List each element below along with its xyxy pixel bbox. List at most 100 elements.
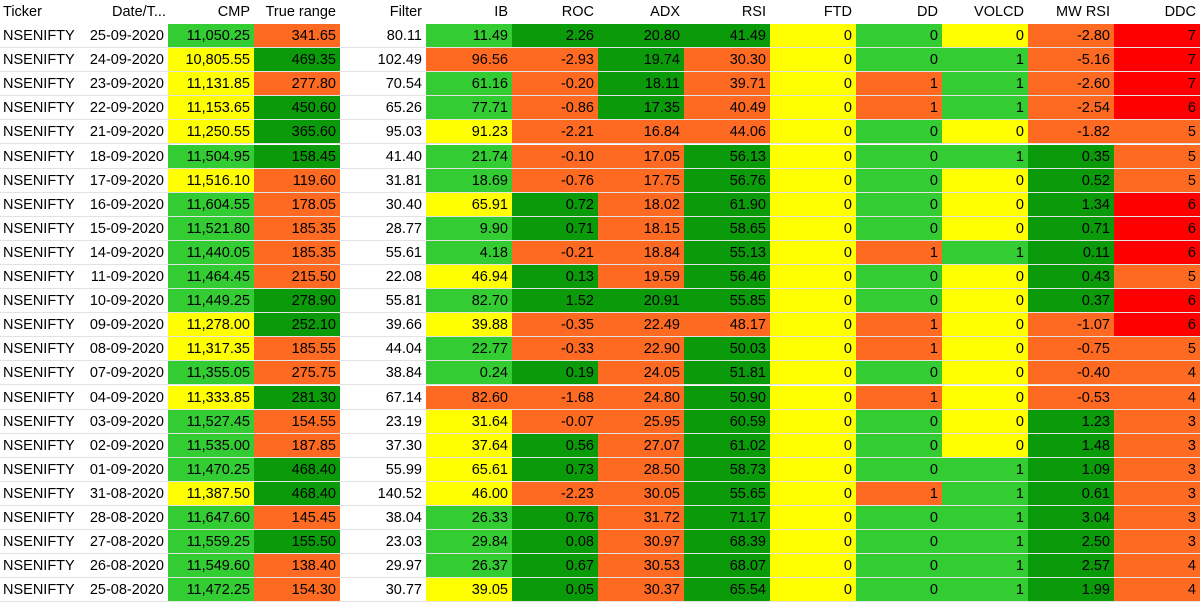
- cell-ftd[interactable]: 0: [770, 506, 856, 530]
- cell-rsi[interactable]: 58.73: [684, 457, 770, 482]
- cell-ddc[interactable]: 7: [1114, 24, 1200, 48]
- cell-rsi[interactable]: 56.13: [684, 144, 770, 169]
- table-row[interactable]: NSENIFTY 21-09-2020 11,250.55 365.60 95.03 91…: [0, 120, 1200, 145]
- cell-adx[interactable]: 27.07: [598, 433, 684, 458]
- cell-ticker[interactable]: NSENIFTY: [0, 144, 80, 169]
- cell-ddc[interactable]: 5: [1114, 120, 1200, 145]
- cell-rsi[interactable]: 68.07: [684, 554, 770, 579]
- cell-cmp[interactable]: 11,504.95: [168, 144, 254, 169]
- cell-mw-rsi[interactable]: -0.53: [1028, 385, 1114, 410]
- cell-ticker[interactable]: NSENIFTY: [0, 337, 80, 362]
- cell-adx[interactable]: 18.11: [598, 72, 684, 97]
- cell-rsi[interactable]: 65.54: [684, 578, 770, 603]
- table-row[interactable]: NSENIFTY 14-09-2020 11,440.05 185.35 55.61 4.…: [0, 240, 1200, 265]
- cell-rsi[interactable]: 55.13: [684, 240, 770, 265]
- cell-ftd[interactable]: 0: [770, 481, 856, 506]
- cell-volcd[interactable]: 1: [942, 240, 1028, 265]
- cell-date[interactable]: 18-09-2020: [80, 144, 168, 169]
- table-row[interactable]: NSENIFTY 09-09-2020 11,278.00 252.10 39.66 39…: [0, 313, 1200, 338]
- cell-ib[interactable]: 65.91: [426, 192, 512, 217]
- cell-ib[interactable]: 61.16: [426, 72, 512, 97]
- cell-filter[interactable]: 55.81: [340, 289, 426, 314]
- cell-roc[interactable]: 1.52: [512, 289, 598, 314]
- cell-ticker[interactable]: NSENIFTY: [0, 120, 80, 145]
- cell-ddc[interactable]: 5: [1114, 265, 1200, 289]
- cell-ftd[interactable]: 0: [770, 96, 856, 121]
- cell-ib[interactable]: 26.33: [426, 506, 512, 530]
- cell-filter[interactable]: 23.03: [340, 530, 426, 555]
- cell-cmp[interactable]: 11,527.45: [168, 409, 254, 434]
- cell-ticker[interactable]: NSENIFTY: [0, 48, 80, 73]
- cell-adx[interactable]: 17.05: [598, 144, 684, 169]
- cell-ticker[interactable]: NSENIFTY: [0, 24, 80, 48]
- cell-adx[interactable]: 18.15: [598, 216, 684, 241]
- cell-rsi[interactable]: 56.46: [684, 265, 770, 289]
- cell-roc[interactable]: 0.76: [512, 506, 598, 530]
- cell-true-range[interactable]: 158.45: [254, 144, 340, 169]
- cell-date[interactable]: 10-09-2020: [80, 289, 168, 314]
- cell-dd[interactable]: 0: [856, 24, 942, 48]
- cell-filter[interactable]: 23.19: [340, 409, 426, 434]
- cell-true-range[interactable]: 145.45: [254, 506, 340, 530]
- cell-rsi[interactable]: 41.49: [684, 24, 770, 48]
- cell-ib[interactable]: 77.71: [426, 96, 512, 121]
- cell-ddc[interactable]: 5: [1114, 337, 1200, 362]
- table-row[interactable]: NSENIFTY 17-09-2020 11,516.10 119.60 31.81 18…: [0, 168, 1200, 193]
- cell-ftd[interactable]: 0: [770, 409, 856, 434]
- cell-ib[interactable]: 65.61: [426, 457, 512, 482]
- cell-mw-rsi[interactable]: 0.71: [1028, 216, 1114, 241]
- cell-ticker[interactable]: NSENIFTY: [0, 506, 80, 530]
- cell-true-range[interactable]: 187.85: [254, 433, 340, 458]
- cell-cmp[interactable]: 11,131.85: [168, 72, 254, 97]
- cell-ticker[interactable]: NSENIFTY: [0, 289, 80, 314]
- cell-true-range[interactable]: 278.90: [254, 289, 340, 314]
- cell-volcd[interactable]: 1: [942, 506, 1028, 530]
- cell-date[interactable]: 16-09-2020: [80, 192, 168, 217]
- cell-volcd[interactable]: 0: [942, 24, 1028, 48]
- cell-dd[interactable]: 0: [856, 265, 942, 289]
- cell-ticker[interactable]: NSENIFTY: [0, 433, 80, 458]
- cell-volcd[interactable]: 0: [942, 216, 1028, 241]
- cell-date[interactable]: 07-09-2020: [80, 361, 168, 386]
- cell-rsi[interactable]: 56.76: [684, 168, 770, 193]
- cell-ib[interactable]: 82.70: [426, 289, 512, 314]
- cell-adx[interactable]: 22.49: [598, 313, 684, 338]
- table-row[interactable]: NSENIFTY 07-09-2020 11,355.05 275.75 38.84 0.…: [0, 361, 1200, 386]
- cell-mw-rsi[interactable]: -2.60: [1028, 72, 1114, 97]
- cell-cmp[interactable]: 11,549.60: [168, 554, 254, 579]
- cell-volcd[interactable]: 0: [942, 313, 1028, 338]
- cell-ticker[interactable]: NSENIFTY: [0, 72, 80, 97]
- cell-dd[interactable]: 0: [856, 506, 942, 530]
- cell-adx[interactable]: 19.59: [598, 265, 684, 289]
- cell-roc[interactable]: 0.05: [512, 578, 598, 603]
- cell-ddc[interactable]: 4: [1114, 554, 1200, 579]
- cell-ftd[interactable]: 0: [770, 192, 856, 217]
- cell-mw-rsi[interactable]: -1.82: [1028, 120, 1114, 145]
- table-row[interactable]: NSENIFTY 04-09-2020 11,333.85 281.30 67.14 82…: [0, 385, 1200, 410]
- table-row[interactable]: NSENIFTY 26-08-2020 11,549.60 138.40 29.97 26…: [0, 554, 1200, 579]
- cell-true-range[interactable]: 185.35: [254, 240, 340, 265]
- cell-date[interactable]: 08-09-2020: [80, 337, 168, 362]
- cell-filter[interactable]: 37.30: [340, 433, 426, 458]
- cell-roc[interactable]: 0.72: [512, 192, 598, 217]
- cell-true-range[interactable]: 185.55: [254, 337, 340, 362]
- cell-true-range[interactable]: 450.60: [254, 96, 340, 121]
- cell-rsi[interactable]: 48.17: [684, 313, 770, 338]
- cell-cmp[interactable]: 11,440.05: [168, 240, 254, 265]
- cell-adx[interactable]: 18.84: [598, 240, 684, 265]
- cell-cmp[interactable]: 11,559.25: [168, 530, 254, 555]
- cell-roc[interactable]: -0.33: [512, 337, 598, 362]
- cell-filter[interactable]: 28.77: [340, 216, 426, 241]
- cell-filter[interactable]: 44.04: [340, 337, 426, 362]
- cell-ftd[interactable]: 0: [770, 144, 856, 169]
- cell-ticker[interactable]: NSENIFTY: [0, 168, 80, 193]
- column-header-ftd[interactable]: FTD: [770, 0, 856, 24]
- cell-dd[interactable]: 0: [856, 144, 942, 169]
- cell-ftd[interactable]: 0: [770, 289, 856, 314]
- cell-cmp[interactable]: 11,387.50: [168, 481, 254, 506]
- column-header-mw-rsi[interactable]: MW RSI: [1028, 0, 1114, 24]
- cell-roc[interactable]: -0.20: [512, 72, 598, 97]
- cell-volcd[interactable]: 1: [942, 72, 1028, 97]
- cell-mw-rsi[interactable]: 2.57: [1028, 554, 1114, 579]
- cell-mw-rsi[interactable]: -5.16: [1028, 48, 1114, 73]
